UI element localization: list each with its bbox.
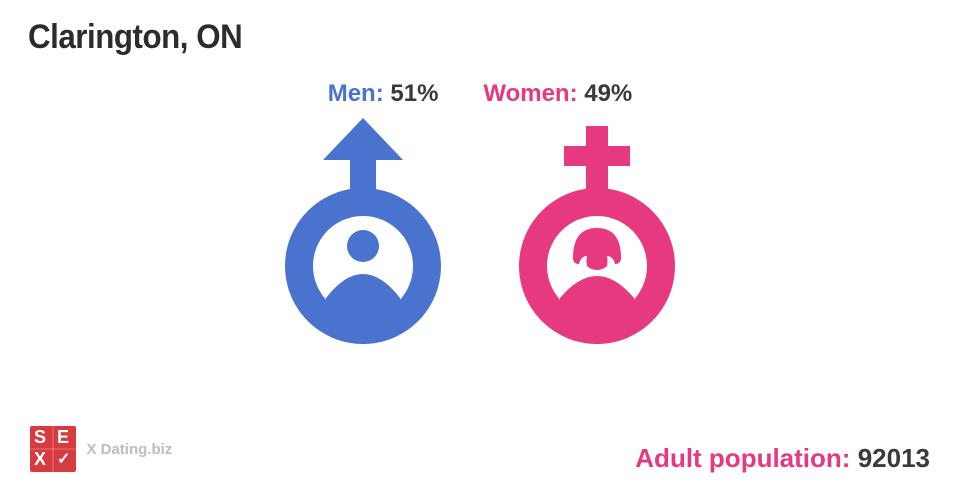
logo-letter-s: S: [34, 427, 46, 448]
population-value: 92013: [858, 443, 930, 473]
gender-icons: [0, 118, 960, 363]
logo-letter-x: X: [34, 449, 46, 470]
men-label: Men:: [328, 80, 384, 107]
population-label: Adult population:: [635, 443, 850, 473]
logo-brand-text: X Dating.biz: [86, 441, 172, 458]
female-icon: [492, 118, 702, 363]
men-value: 51%: [390, 80, 438, 107]
page-title: Clarington, ON: [28, 18, 242, 57]
logo-badge: S E X ✓: [30, 426, 76, 472]
stats-labels: Men: 51% Women: 49%: [0, 80, 960, 108]
male-icon: [258, 118, 468, 363]
brand-logo: S E X ✓ X Dating.biz: [30, 426, 172, 472]
women-stat: Women: 49%: [483, 80, 632, 108]
logo-letter-e: E: [57, 427, 69, 448]
logo-check-icon: ✓: [57, 449, 70, 469]
men-stat: Men: 51%: [328, 80, 439, 108]
population-footer: Adult population: 92013: [635, 443, 930, 474]
women-label: Women:: [483, 80, 577, 107]
women-value: 49%: [584, 80, 632, 107]
